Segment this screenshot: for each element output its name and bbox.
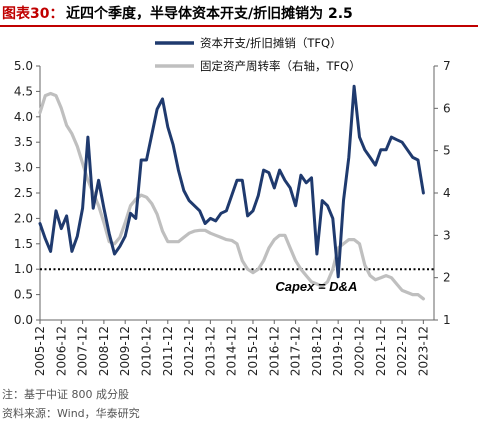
x-tick-label: 2012-12 (182, 326, 196, 376)
x-tick-label: 2019-12 (331, 326, 345, 376)
x-tick-label: 2008-12 (97, 326, 111, 376)
x-tick-label: 2022-12 (395, 326, 409, 376)
x-tick-label: 2007-12 (76, 326, 90, 376)
y-right-tick-label: 7 (443, 59, 451, 73)
x-tick-label: 2013-12 (203, 326, 217, 376)
x-tick-label: 2015-12 (246, 326, 260, 376)
footnote: 注：基于中证 800 成分股 (2, 388, 129, 401)
chart-title: 近四个季度，半导体资本开支/折旧摊销为 2.5 (66, 6, 353, 22)
y-right-tick-label: 1 (443, 313, 451, 327)
title-divider (0, 25, 478, 27)
figure-number: 图表30： (2, 6, 64, 22)
y-right-tick-label: 2 (443, 271, 451, 285)
x-tick-label: 2017-12 (289, 326, 303, 376)
y-left-tick-label: 3.5 (14, 135, 33, 149)
y-left-tick-label: 1.5 (14, 237, 33, 251)
series-line-asset-turnover (38, 84, 425, 279)
y-right-tick-label: 6 (443, 101, 451, 115)
chart-canvas: 0.0 0.5 1.0 1.5 2.0 2.5 3.0 3.5 4.0 4.5 5.0 1 2 3 4 5 6… (14, 36, 451, 376)
x-tick-label: 2005-12 (33, 326, 47, 376)
source-note: 资料来源：Wind，华泰研究 (2, 407, 140, 420)
legend: 资本开支/折旧摊销（TFQ） 固定资产周转率（右轴，TFQ） (155, 36, 361, 73)
x-tick-label: 2020-12 (352, 326, 366, 376)
y-right-tick-label: 5 (443, 144, 451, 158)
title-row: 图表30： 近四个季度，半导体资本开支/折旧摊销为 2.5 (0, 0, 478, 27)
y-right-ticks: 1 2 3 4 5 6 7 (434, 59, 451, 327)
y-left-tick-label: 4.0 (14, 110, 33, 124)
y-right-tick-label: 3 (443, 228, 451, 242)
x-tick-label: 2018-12 (310, 326, 324, 376)
y-left-tick-label: 0.0 (14, 313, 33, 327)
y-left-tick-label: 0.5 (14, 288, 33, 302)
y-right-tick-label: 4 (443, 186, 451, 200)
x-tick-label: 2006-12 (54, 326, 68, 376)
y-left-tick-label: 3.0 (14, 161, 33, 175)
legend-label-asset-turnover: 固定资产周转率（右轴，TFQ） (200, 59, 361, 73)
x-tick-label: 2010-12 (139, 326, 153, 376)
axes (39, 66, 435, 321)
x-tick-label: 2016-12 (267, 326, 281, 376)
x-tick-label: 2014-12 (225, 326, 239, 376)
y-left-tick-label: 2.5 (14, 186, 33, 200)
legend-label-capex-da: 资本开支/折旧摊销（TFQ） (200, 36, 342, 50)
x-tick-label: 2021-12 (374, 326, 388, 376)
x-tick-label: 2009-12 (118, 326, 132, 376)
annotation-capex-eq-da: Capex = D&A (275, 279, 357, 294)
y-left-tick-label: 2.0 (14, 211, 33, 225)
x-ticks: 2005-12 2006-12 2007-12 2008-12 2009-12 2010-… (33, 320, 430, 376)
y-left-tick-label: 5.0 (14, 59, 33, 73)
y-left-tick-label: 1.0 (14, 262, 33, 276)
series-line-capex-da (38, 91, 425, 301)
y-left-ticks: 0.0 0.5 1.0 1.5 2.0 2.5 3.0 3.5 4.0 4.5 5.0 (14, 59, 40, 327)
x-tick-label: 2011-12 (161, 326, 175, 376)
x-tick-label: 2023-12 (416, 326, 430, 376)
y-left-tick-label: 4.5 (14, 84, 33, 98)
